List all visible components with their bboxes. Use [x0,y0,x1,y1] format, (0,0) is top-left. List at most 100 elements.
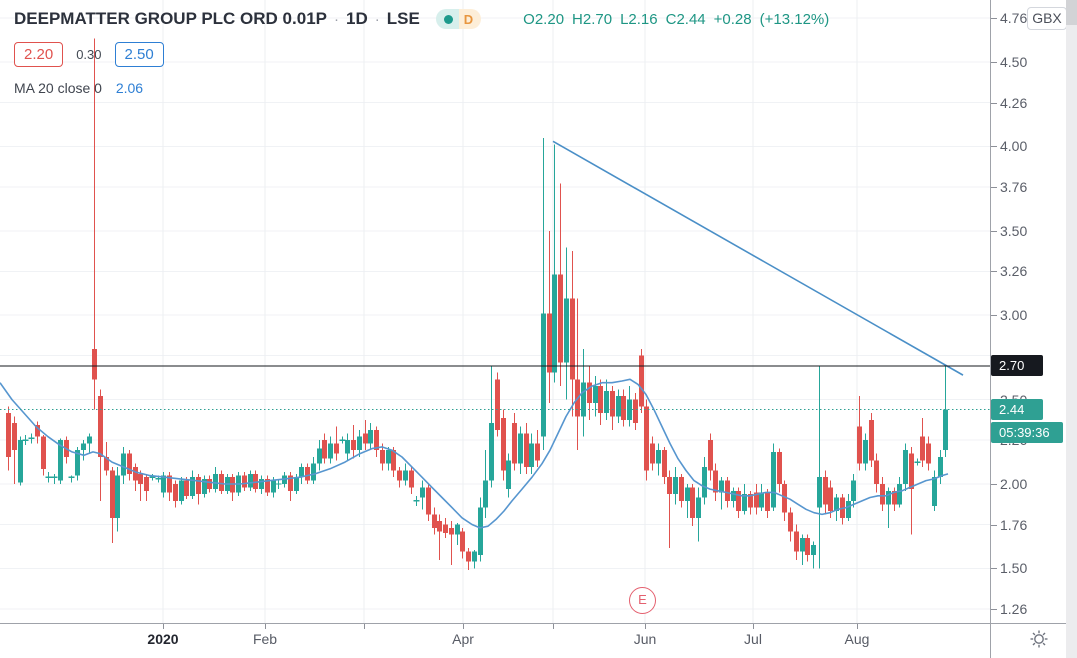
up-candle [811,544,816,555]
price-axis-label: 1.76 [1000,516,1028,533]
interval-label[interactable]: 1D [345,9,368,28]
up-candle [863,440,868,464]
price-axis-label: 3.76 [1000,178,1028,195]
time-axis[interactable]: 2020 Feb Apr Jun Jul Aug [0,624,990,658]
down-candle [133,467,138,481]
time-axis-label: Jul [744,631,762,647]
down-candle [41,436,46,469]
time-axis-label: 2020 [147,631,179,647]
up-candle [593,386,598,403]
down-candle [391,450,396,471]
down-candle [12,423,17,451]
up-candle [472,551,477,562]
up-candle [489,423,494,481]
up-candle [478,507,483,555]
price-axis-label: 3.26 [1000,263,1028,280]
sell-bid-button[interactable]: 2.20 [14,42,64,67]
price-axis-tick [991,608,997,610]
price-axis-label: 4.26 [1000,94,1028,111]
price-axis-label: 4.00 [1000,138,1028,155]
currency-unit-badge[interactable]: GBX [1027,7,1067,30]
buy-ask-button[interactable]: 2.50 [114,42,164,67]
down-candle [305,467,310,481]
earnings-event-marker[interactable]: E [629,587,656,614]
up-candle [759,492,764,508]
down-candle [230,477,235,493]
down-candle [920,436,925,461]
up-candle [817,477,822,508]
up-candle [742,494,747,512]
price-axis-tick [991,315,997,317]
down-candle [196,477,201,495]
down-candle [765,492,770,512]
time-axis-tick [163,624,164,629]
up-candle [719,480,724,493]
up-candle [271,480,276,493]
down-candle [92,348,97,380]
up-candle [506,460,511,490]
down-candle [690,487,695,518]
up-candle [115,475,120,518]
bid-ask-row: 2.20 0.30 2.50 [14,42,164,67]
up-candle [345,440,350,454]
down-candle [501,418,506,471]
down-candle [138,473,143,484]
up-candle [564,298,569,363]
axis-settings-gear-icon[interactable] [1029,629,1049,649]
down-candle [219,473,224,491]
up-candle [731,490,736,501]
price-axis[interactable]: 4.764.504.264.003.763.503.263.002.502.26… [991,0,1066,623]
down-candle [667,477,672,495]
price-axis-tick [991,230,997,232]
time-axis-tick [463,624,464,629]
down-candle [6,413,11,457]
price-axis-label: 4.50 [1000,54,1028,70]
down-candle [207,478,212,490]
down-candle [495,379,500,430]
market-session-letter: D [458,9,482,29]
down-candle [167,475,172,493]
close-value: C2.44 [665,10,706,28]
down-candle [754,492,759,508]
price-chart-canvas[interactable] [0,0,990,623]
down-candle [782,484,787,513]
up-candle [87,436,92,444]
down-candle [184,480,189,496]
up-candle [581,382,586,417]
down-candle [466,551,471,562]
down-candle [127,453,132,474]
up-candle [75,450,80,476]
down-candle [535,443,540,461]
up-candle [202,478,207,495]
up-candle [386,450,391,464]
price-axis-tick [991,146,997,148]
down-candle [748,494,753,508]
up-candle [357,436,362,451]
price-axis-label: 3.00 [1000,307,1028,324]
up-candle [696,497,701,518]
down-candle [788,512,793,532]
up-candle [58,440,63,481]
up-candle [656,450,661,464]
up-candle [248,473,253,488]
down-candle [610,391,615,417]
time-axis-label: Feb [252,631,278,647]
down-candle [725,480,730,501]
down-candle [794,531,799,552]
scrollbar-track[interactable] [1066,0,1077,658]
down-candle [633,399,638,424]
up-candle [483,480,488,508]
down-candle [98,396,103,457]
up-candle [552,274,557,373]
down-candle [242,475,247,488]
price-axis-label: 3.50 [1000,222,1028,239]
price-axis-tick [991,18,997,20]
exchange-label: LSE [386,9,420,28]
high-price-badge: 2.70 [991,355,1043,377]
scrollbar-thumb[interactable] [1066,0,1077,25]
price-axis-label: 2.00 [1000,476,1028,492]
ma-indicator-legend[interactable]: MA 20 close 0 2.06 [14,80,143,96]
market-status-pill[interactable]: D [435,9,482,29]
ma-name: MA [14,80,35,96]
up-candle [18,440,23,483]
